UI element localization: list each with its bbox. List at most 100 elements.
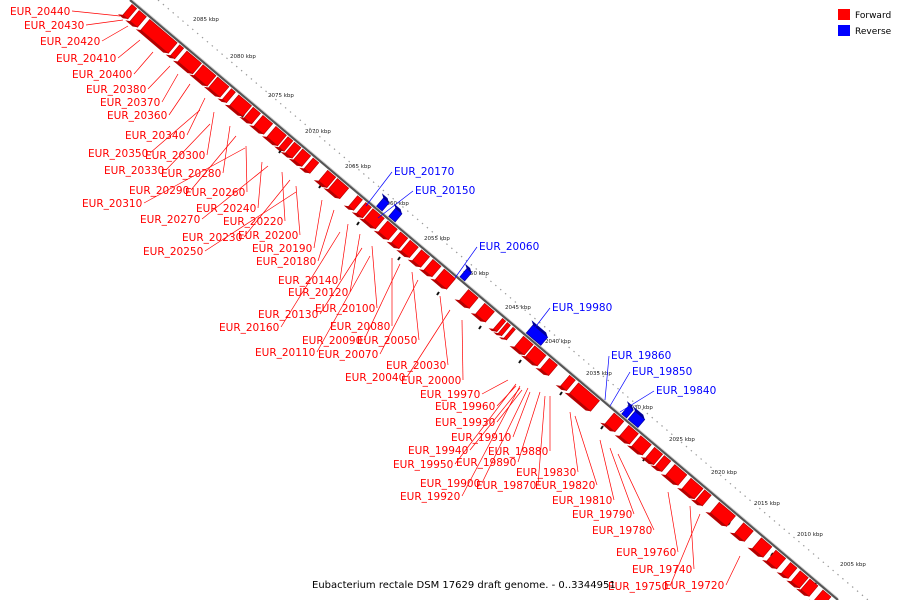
gene-label[interactable]: EUR_19930 (435, 417, 495, 429)
gene-label[interactable]: EUR_19750 (608, 581, 668, 593)
forward-gene-block (288, 148, 312, 167)
label-leader-line (609, 447, 635, 515)
label-leader-line (349, 233, 361, 293)
gene-label[interactable]: EUR_20360 (107, 110, 167, 122)
gene-label[interactable]: EUR_19900 (420, 478, 480, 490)
gene-label[interactable]: EUR_20070 (318, 349, 378, 361)
gene-label[interactable]: EUR_20290 (129, 185, 189, 197)
forward-gene-block (249, 114, 274, 135)
gene-label[interactable]: EUR_20340 (125, 130, 185, 142)
gene-label[interactable]: EUR_20110 (255, 347, 315, 359)
gene-label[interactable]: EUR_20220 (223, 216, 283, 228)
gene-label[interactable]: EUR_19960 (435, 401, 495, 413)
gene-label[interactable]: EUR_20350 (88, 148, 148, 160)
gene-label[interactable]: EUR_20270 (140, 214, 200, 226)
gene-label[interactable]: EUR_19860 (611, 350, 671, 362)
gene-label[interactable]: EUR_19980 (552, 302, 612, 314)
kbp-tick-label: 2065 kbp (345, 164, 371, 170)
gene-label[interactable]: EUR_19970 (420, 389, 480, 401)
gene-label[interactable]: EUR_20240 (196, 203, 256, 215)
gene-label[interactable]: EUR_19720 (664, 580, 724, 592)
forward-gene-block (313, 169, 337, 189)
gene-label[interactable]: EUR_19830 (516, 467, 576, 479)
gene-label[interactable]: EUR_20440 (10, 6, 70, 18)
gene-label[interactable]: EUR_20140 (278, 275, 338, 287)
gene-label[interactable]: EUR_20370 (100, 97, 160, 109)
label-leader-line (469, 387, 521, 451)
gene-label[interactable]: EUR_20060 (479, 241, 539, 253)
gene-label[interactable]: EUR_20000 (401, 375, 461, 387)
gene-label[interactable]: EUR_19820 (535, 480, 595, 492)
gene-label[interactable]: EUR_19870 (476, 480, 536, 492)
kbp-tick-label: 2005 kbp (840, 562, 866, 568)
gene-label[interactable]: EUR_20420 (40, 36, 100, 48)
gene-label[interactable]: EUR_20100 (315, 303, 375, 315)
reverse-gene-block (525, 320, 549, 346)
gene-label[interactable]: EUR_19740 (632, 564, 692, 576)
gene-label[interactable]: EUR_19910 (451, 432, 511, 444)
label-leader-line (85, 19, 124, 26)
label-leader-line (190, 135, 237, 191)
kbp-tick-label: 2045 kbp (505, 305, 531, 311)
forward-gene-block (776, 562, 798, 579)
gene-label[interactable]: EUR_20180 (256, 256, 316, 268)
gene-label[interactable]: EUR_19880 (488, 446, 548, 458)
forward-gene-block (493, 322, 511, 337)
gene-label[interactable]: EUR_19890 (456, 457, 516, 469)
label-leader-line (186, 97, 206, 136)
gene-label[interactable]: EUR_20410 (56, 53, 116, 65)
gene-label[interactable]: EUR_19850 (632, 366, 692, 378)
gene-label[interactable]: EUR_20190 (252, 243, 312, 255)
gene-label[interactable]: EUR_20170 (394, 166, 454, 178)
gene-label[interactable]: EUR_19810 (552, 495, 612, 507)
backbone-line (129, 0, 839, 600)
gene-label[interactable]: EUR_19790 (572, 509, 632, 521)
forward-gene-block (521, 345, 547, 367)
gene-label[interactable]: EUR_20080 (330, 321, 390, 333)
label-leader-line (481, 387, 529, 484)
forward-gene-block (165, 44, 185, 60)
gene-label[interactable]: EUR_19760 (616, 547, 676, 559)
gene-label[interactable]: EUR_20200 (238, 230, 298, 242)
gene-label[interactable]: EUR_20380 (86, 84, 146, 96)
forward-gene-block (351, 202, 372, 219)
kbp-tick-label: 2070 kbp (305, 129, 331, 135)
gene-label[interactable]: EUR_20430 (24, 20, 84, 32)
gene-label[interactable]: EUR_19840 (656, 385, 716, 397)
forward-gene-block (705, 501, 736, 527)
gene-label[interactable]: EUR_20310 (82, 198, 142, 210)
gene-label[interactable]: EUR_20280 (161, 168, 221, 180)
gene-label[interactable]: EUR_20400 (72, 69, 132, 81)
gene-label[interactable]: EUR_20250 (143, 246, 203, 258)
gene-label[interactable]: EUR_19920 (400, 491, 460, 503)
label-leader-line (379, 279, 419, 355)
gene-features (118, 3, 832, 600)
kbp-tick-label: 2035 kbp (586, 371, 612, 377)
forward-gene-block (454, 289, 479, 309)
gene-label[interactable]: EUR_20150 (415, 185, 475, 197)
gene-label[interactable]: EUR_19950 (393, 459, 453, 471)
kbp-tick-label: 2010 kbp (797, 532, 823, 538)
gene-label[interactable]: EUR_20160 (219, 322, 279, 334)
gene-label[interactable]: EUR_20030 (386, 360, 446, 372)
map-caption: Eubacterium rectale DSM 17629 draft geno… (312, 580, 616, 591)
kbp-tick-label: 2075 kbp (268, 93, 294, 99)
forward-gene-block (135, 18, 178, 54)
gene-label[interactable]: EUR_20230 (182, 232, 242, 244)
legend-reverse-swatch (838, 25, 850, 36)
gene-label[interactable]: EUR_20120 (288, 287, 348, 299)
gene-label[interactable]: EUR_20040 (345, 372, 405, 384)
gene-label[interactable]: EUR_20260 (185, 187, 245, 199)
forward-gene-block (786, 570, 809, 589)
label-leader-line (604, 355, 610, 401)
forward-gene-block (564, 382, 600, 412)
gene-label[interactable]: EUR_20050 (357, 335, 417, 347)
gene-label[interactable]: EUR_20090 (302, 335, 362, 347)
gene-label[interactable]: EUR_20330 (104, 165, 164, 177)
label-leader-line (529, 307, 551, 335)
gene-label[interactable]: EUR_19940 (408, 445, 468, 457)
gene-label[interactable]: EUR_20300 (145, 150, 205, 162)
label-leader-line (280, 231, 341, 328)
gene-label[interactable]: EUR_19780 (592, 525, 652, 537)
kbp-tick-label: 2020 kbp (711, 470, 737, 476)
